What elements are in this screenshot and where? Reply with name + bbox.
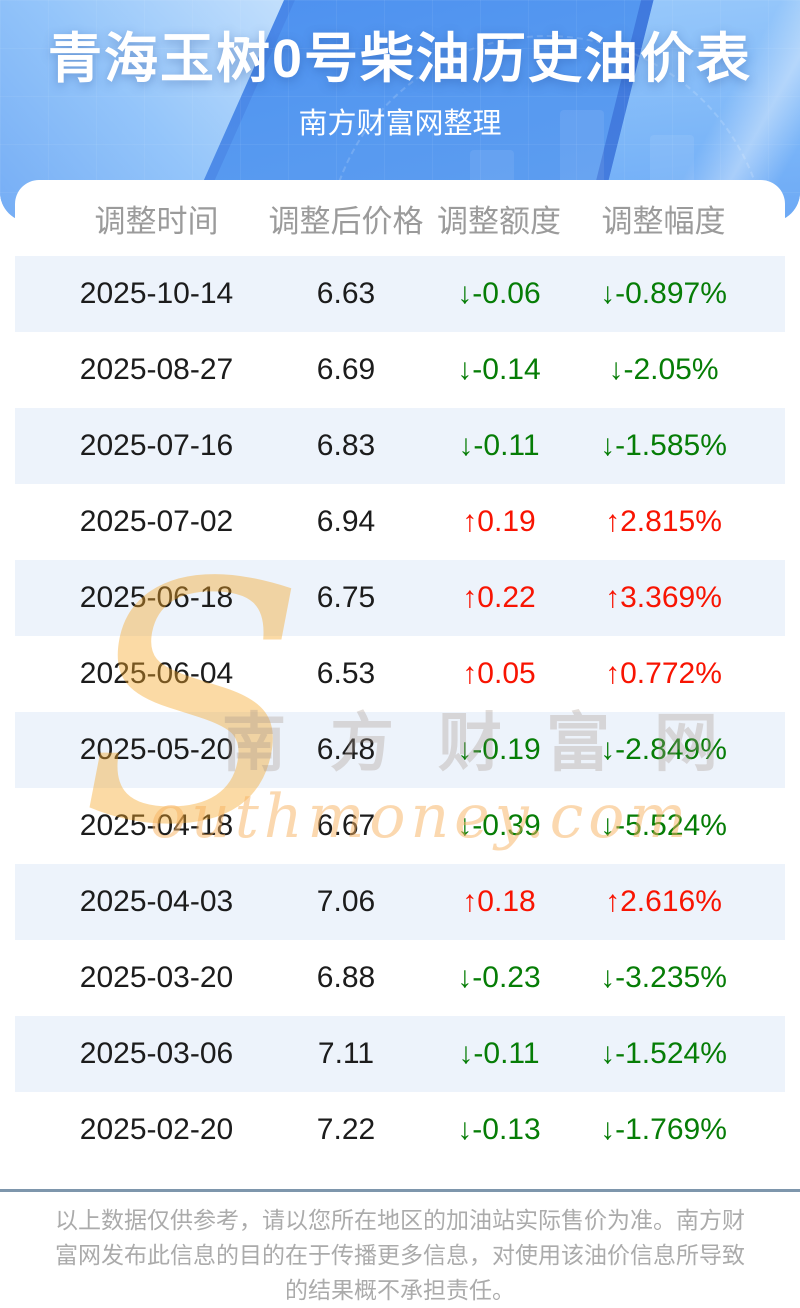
table-row: 2025-06-18 6.75 ↑0.22 ↑3.369% (15, 560, 785, 636)
price-table-card: 调整时间 调整后价格 调整额度 调整幅度 2025-10-14 6.63 ↓-0… (15, 180, 785, 1168)
disclaimer-line: 的结果概不承担责任。 (285, 1277, 515, 1303)
table-row: 2025-05-20 6.48 ↓-0.19 ↓-2.849% (15, 712, 785, 788)
cell-adjust-date: 2025-03-20 (79, 961, 234, 994)
cell-adjust-date: 2025-02-20 (79, 1113, 234, 1146)
cell-change-rate: ↓-5.524% (600, 809, 727, 842)
cell-adjust-date: 2025-03-06 (79, 1037, 234, 1070)
cell-change-amount: ↑0.22 (462, 581, 536, 614)
cell-change-rate: ↑2.616% (605, 885, 722, 918)
table-row: 2025-06-04 6.53 ↑0.05 ↑0.772% (15, 636, 785, 712)
cell-change-amount: ↓-0.23 (457, 961, 541, 994)
cell-price: 6.75 (316, 581, 376, 614)
cell-price: 6.94 (316, 505, 376, 538)
cell-adjust-date: 2025-04-03 (79, 885, 234, 918)
cell-adjust-date: 2025-08-27 (79, 353, 234, 386)
cell-change-rate: ↓-2.05% (608, 353, 719, 386)
cell-change-amount: ↓-0.11 (458, 429, 540, 462)
table-body: 2025-10-14 6.63 ↓-0.06 ↓-0.897% 2025-08-… (15, 256, 785, 1168)
disclaimer-line: 以上数据仅供参考，请以您所在地区的加油站实际售价为准。南方财 (55, 1207, 745, 1233)
column-header-adjust-time: 调整时间 (94, 203, 219, 239)
cell-change-amount: ↑0.05 (462, 657, 536, 690)
cell-change-rate: ↑2.815% (605, 505, 722, 538)
cell-change-amount: ↓-0.13 (457, 1113, 541, 1146)
table-row: 2025-10-14 6.63 ↓-0.06 ↓-0.897% (15, 256, 785, 332)
cell-price: 7.06 (316, 885, 376, 918)
column-header-adjust-amount: 调整额度 (437, 203, 561, 239)
cell-price: 6.53 (316, 657, 376, 690)
table-row: 2025-08-27 6.69 ↓-0.14 ↓-2.05% (15, 332, 785, 408)
cell-change-rate: ↑3.369% (605, 581, 722, 614)
cell-change-amount: ↑0.18 (462, 885, 536, 918)
cell-change-rate: ↓-3.235% (600, 961, 727, 994)
disclaimer-line: 富网发布此信息的目的在于传播更多信息，对使用该油价信息所导致 (55, 1242, 745, 1268)
disclaimer-text: 以上数据仅供参考，请以您所在地区的加油站实际售价为准。南方财 富网发布此信息的目… (40, 1203, 760, 1308)
column-header-adjust-rate: 调整幅度 (601, 203, 726, 239)
cell-adjust-date: 2025-10-14 (79, 277, 234, 310)
cell-adjust-date: 2025-04-18 (79, 809, 234, 842)
cell-adjust-date: 2025-07-02 (79, 505, 234, 538)
table-row: 2025-04-18 6.67 ↓-0.39 ↓-5.524% (15, 788, 785, 864)
cell-adjust-date: 2025-06-18 (79, 581, 234, 614)
table-row: 2025-07-02 6.94 ↑0.19 ↑2.815% (15, 484, 785, 560)
cell-change-amount: ↓-0.39 (457, 809, 541, 842)
page-title: 青海玉树0号柴油历史油价表 (47, 29, 753, 89)
column-header-adjusted-price: 调整后价格 (268, 203, 424, 239)
table-row: 2025-07-16 6.83 ↓-0.11 ↓-1.585% (15, 408, 785, 484)
header-banner: 青海玉树0号柴油历史油价表 南方财富网整理 (0, 0, 800, 222)
table-header-row: 调整时间 调整后价格 调整额度 调整幅度 (15, 180, 785, 256)
cell-change-rate: ↓-2.849% (600, 733, 727, 766)
cell-change-amount: ↓-0.14 (457, 353, 541, 386)
table-row: 2025-02-20 7.22 ↓-0.13 ↓-1.769% (15, 1092, 785, 1168)
cell-price: 6.69 (316, 353, 376, 386)
cell-change-rate: ↓-1.585% (600, 429, 727, 462)
cell-change-rate: ↓-0.897% (600, 277, 727, 310)
cell-price: 7.22 (316, 1113, 376, 1146)
cell-price: 7.11 (317, 1037, 375, 1070)
table-row: 2025-04-03 7.06 ↑0.18 ↑2.616% (15, 864, 785, 940)
table-row: 2025-03-20 6.88 ↓-0.23 ↓-3.235% (15, 940, 785, 1016)
cell-price: 6.48 (316, 733, 376, 766)
cell-change-amount: ↓-0.11 (458, 1037, 540, 1070)
cell-price: 6.63 (316, 277, 376, 310)
cell-price: 6.83 (316, 429, 376, 462)
cell-change-rate: ↓-1.769% (600, 1113, 727, 1146)
footer-divider-line (0, 1189, 800, 1192)
cell-change-amount: ↑0.19 (462, 505, 536, 538)
cell-adjust-date: 2025-07-16 (79, 429, 234, 462)
cell-price: 6.67 (316, 809, 376, 842)
cell-change-rate: ↑0.772% (605, 657, 722, 690)
cell-adjust-date: 2025-06-04 (79, 657, 234, 690)
cell-change-amount: ↓-0.19 (457, 733, 541, 766)
cell-change-amount: ↓-0.06 (457, 277, 541, 310)
cell-change-rate: ↓-1.524% (600, 1037, 727, 1070)
cell-price: 6.88 (316, 961, 376, 994)
table-row: 2025-03-06 7.11 ↓-0.11 ↓-1.524% (15, 1016, 785, 1092)
page-subtitle: 南方财富网整理 (298, 108, 502, 140)
cell-adjust-date: 2025-05-20 (79, 733, 234, 766)
